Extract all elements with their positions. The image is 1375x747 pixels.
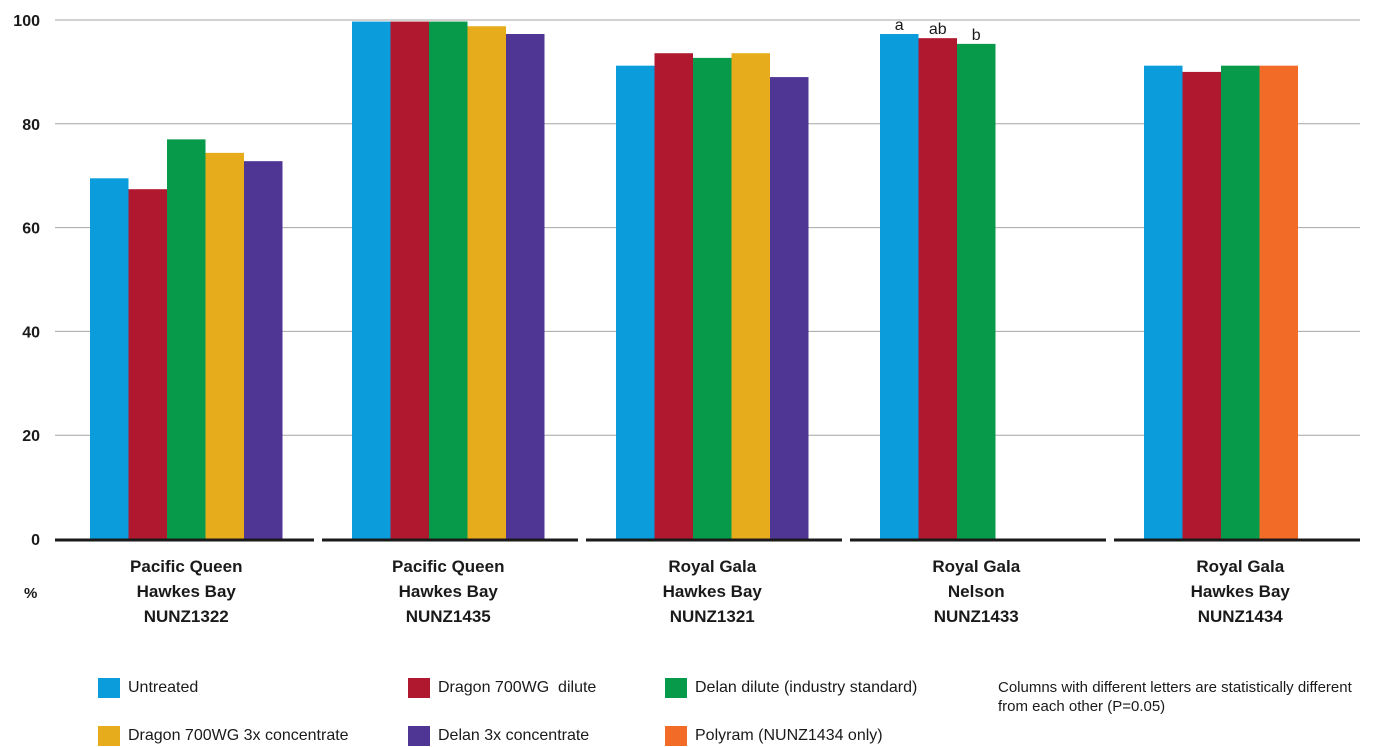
bar-nunz1321-untreated xyxy=(616,65,655,539)
bar-nunz1321-delan-dilute-industry-standard xyxy=(693,57,732,540)
bar-nunz1434-dragon-700wg-dilute xyxy=(1182,71,1221,540)
bar-nunz1433-untreated xyxy=(880,34,919,539)
legend-swatch-dragon-concentrate xyxy=(98,726,120,746)
legend-item-delan-concentrate: Delan 3x concentrate xyxy=(408,726,589,746)
bar-nunz1321-dragon-700wg-dilute xyxy=(654,53,693,539)
y-axis-unit-label: % xyxy=(24,585,38,602)
bar-nunz1322-dragon-700wg-3x-concentrate xyxy=(205,152,244,539)
x-label-1-line-1: Hawkes Bay xyxy=(399,582,499,601)
bar-nunz1433-delan-dilute-industry-standard xyxy=(957,43,996,540)
bar-nunz1434-polyram-nunz1434-only xyxy=(1259,65,1298,539)
legend-swatch-delan-dilute xyxy=(665,678,687,698)
bar-nunz1321-dragon-700wg-3x-concentrate xyxy=(731,53,770,539)
bar-nunz1322-delan-dilute-industry-standard xyxy=(167,139,206,539)
x-category-labels: Pacific Queen Hawkes Bay NUNZ1322 Pacific Q… xyxy=(130,557,1290,626)
x-label-3-line-1: Nelson xyxy=(948,582,1005,601)
x-label-0-line-1: Hawkes Bay xyxy=(137,582,237,601)
y-tick-100: 100 xyxy=(13,13,40,30)
bars xyxy=(90,21,1298,540)
y-tick-40: 40 xyxy=(22,324,40,341)
x-label-4-line-0: Royal Gala xyxy=(1196,557,1284,576)
legend-item-dragon-concentrate: Dragon 700WG 3x concentrate xyxy=(98,726,349,746)
legend-label-delan-concentrate: Delan 3x concentrate xyxy=(438,727,590,744)
bar-nunz1322-delan-3x-concentrate xyxy=(244,161,283,539)
legend-item-untreated: Untreated xyxy=(98,678,198,698)
y-tick-60: 60 xyxy=(22,221,40,238)
bar-nunz1434-delan-dilute-industry-standard xyxy=(1221,65,1260,539)
x-label-3-line-2: NUNZ1433 xyxy=(934,607,1019,626)
footnote: Columns with different letters are stati… xyxy=(998,679,1352,715)
bar-nunz1435-dragon-700wg-dilute xyxy=(390,21,429,539)
x-label-2-line-0: Royal Gala xyxy=(668,557,756,576)
legend-item-polyram: Polyram (NUNZ1434 only) xyxy=(665,726,883,746)
legend-label-polyram: Polyram (NUNZ1434 only) xyxy=(695,727,883,744)
legend-swatch-polyram xyxy=(665,726,687,746)
bar-nunz1435-dragon-700wg-3x-concentrate xyxy=(467,26,506,539)
significance-letters: a ab b xyxy=(895,17,981,44)
legend-label-untreated: Untreated xyxy=(128,679,199,696)
y-tick-80: 80 xyxy=(22,117,40,134)
legend-swatch-dragon-dilute xyxy=(408,678,430,698)
x-label-2-line-2: NUNZ1321 xyxy=(670,607,755,626)
bar-nunz1433-dragon-700wg-dilute xyxy=(918,38,957,539)
legend-label-delan-dilute: Delan dilute (industry standard) xyxy=(695,679,918,696)
y-tick-labels: 0 20 40 60 80 100 xyxy=(13,13,40,549)
y-tick-0: 0 xyxy=(31,532,40,549)
y-tick-20: 20 xyxy=(22,428,40,445)
bar-nunz1322-dragon-700wg-dilute xyxy=(128,189,167,539)
x-label-0-line-0: Pacific Queen xyxy=(130,557,242,576)
significance-letter-2: b xyxy=(972,27,981,44)
x-label-1-line-0: Pacific Queen xyxy=(392,557,504,576)
x-label-4-line-2: NUNZ1434 xyxy=(1198,607,1284,626)
x-label-4-line-1: Hawkes Bay xyxy=(1191,582,1291,601)
legend-label-dragon-dilute: Dragon 700WG dilute xyxy=(438,679,597,696)
legend-label-dragon-concentrate: Dragon 700WG 3x concentrate xyxy=(128,727,349,744)
legend-swatch-untreated xyxy=(98,678,120,698)
significance-letter-0: a xyxy=(895,17,904,34)
x-label-2-line-1: Hawkes Bay xyxy=(663,582,763,601)
x-label-1-line-2: NUNZ1435 xyxy=(406,607,491,626)
x-label-3-line-0: Royal Gala xyxy=(932,557,1020,576)
bar-nunz1434-untreated xyxy=(1144,65,1183,539)
bar-nunz1321-delan-3x-concentrate xyxy=(770,77,809,539)
legend-item-dragon-dilute: Dragon 700WG dilute xyxy=(408,678,596,698)
bar-nunz1435-delan-3x-concentrate xyxy=(506,34,545,539)
bar-nunz1435-untreated xyxy=(352,21,391,539)
bar-nunz1435-delan-dilute-industry-standard xyxy=(429,21,468,539)
legend-item-delan-dilute: Delan dilute (industry standard) xyxy=(665,678,917,698)
legend-swatch-delan-concentrate xyxy=(408,726,430,746)
bar-nunz1322-untreated xyxy=(90,178,129,540)
x-label-0-line-2: NUNZ1322 xyxy=(144,607,229,626)
significance-letter-1: ab xyxy=(929,21,947,38)
